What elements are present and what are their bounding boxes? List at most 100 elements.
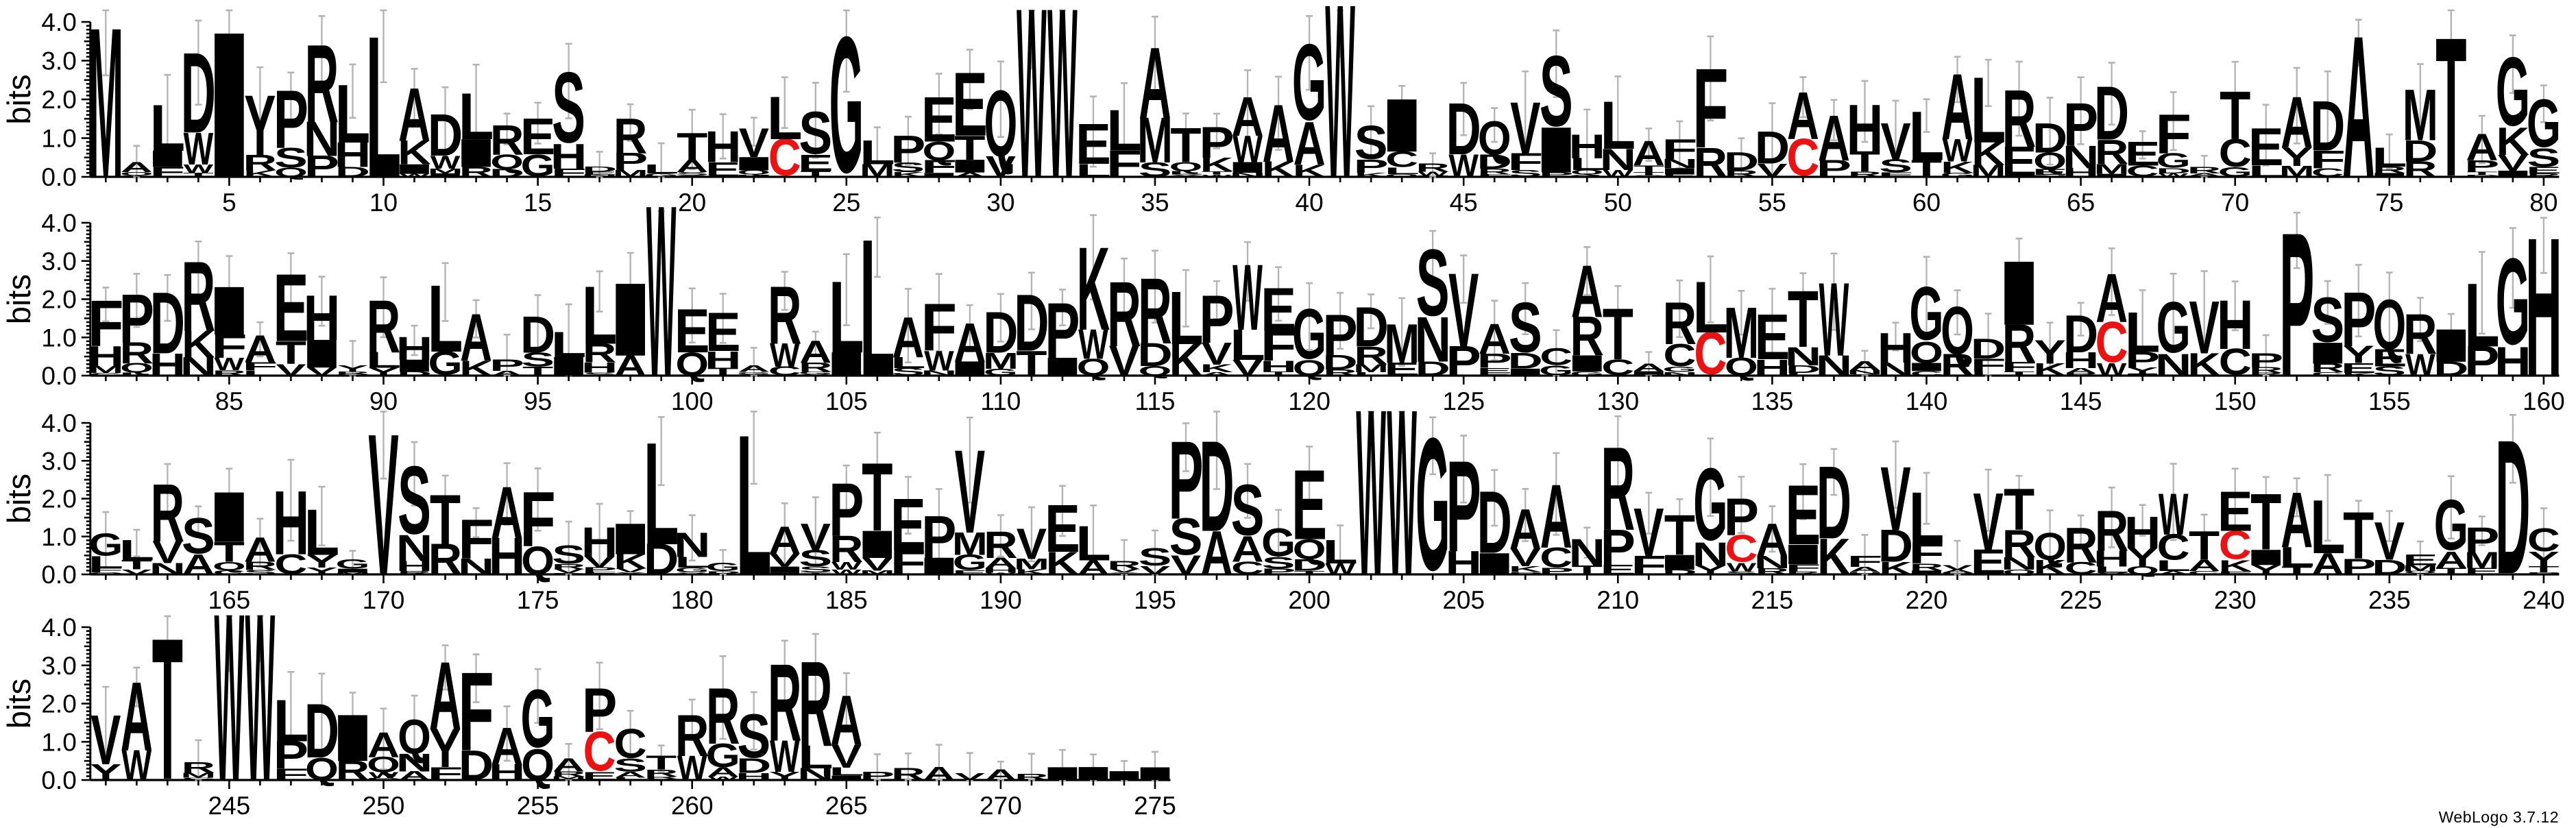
- svg-text:T: T: [1664, 503, 1695, 567]
- svg-text:100: 100: [671, 387, 714, 415]
- svg-text:P: P: [582, 674, 617, 745]
- svg-text:135: 135: [1751, 387, 1794, 415]
- svg-text:3.0: 3.0: [41, 47, 76, 75]
- svg-text:0.0: 0.0: [41, 362, 76, 390]
- svg-text:V: V: [1973, 476, 2003, 568]
- svg-text:30: 30: [986, 188, 1014, 217]
- svg-text:3.0: 3.0: [41, 447, 76, 475]
- svg-text:E: E: [1261, 275, 1296, 344]
- svg-text:D: D: [1199, 415, 1234, 559]
- svg-text:W: W: [1356, 361, 1386, 625]
- svg-text:Q: Q: [1478, 112, 1511, 165]
- svg-text:T: T: [1788, 273, 1819, 364]
- svg-text:S: S: [1540, 35, 1573, 148]
- svg-text:R: R: [706, 672, 740, 762]
- svg-text:R: R: [768, 642, 802, 765]
- svg-text:A: A: [429, 643, 461, 751]
- svg-text:F: F: [520, 477, 555, 564]
- svg-text:P: P: [921, 503, 956, 571]
- svg-text:W: W: [1017, 0, 1047, 229]
- svg-text:E: E: [2217, 479, 2253, 543]
- svg-text:R: R: [2064, 518, 2098, 574]
- svg-text:E: E: [921, 84, 957, 156]
- svg-text:D: D: [2495, 400, 2530, 615]
- svg-text:A: A: [953, 311, 986, 374]
- svg-text:bits: bits: [1, 474, 37, 524]
- svg-text:15: 15: [524, 188, 552, 217]
- svg-text:S: S: [737, 701, 770, 770]
- svg-text:210: 210: [1596, 586, 1639, 614]
- svg-text:4.0: 4.0: [41, 209, 76, 237]
- svg-text:2.0: 2.0: [41, 690, 76, 718]
- svg-text:85: 85: [215, 387, 243, 415]
- svg-text:2.0: 2.0: [41, 485, 76, 513]
- svg-text:F: F: [88, 287, 123, 360]
- svg-text:S: S: [1231, 470, 1265, 551]
- svg-text:55: 55: [1758, 188, 1786, 217]
- svg-text:215: 215: [1751, 586, 1794, 614]
- svg-text:A: A: [1139, 27, 1171, 140]
- svg-text:V: V: [1880, 448, 1910, 550]
- svg-text:245: 245: [208, 792, 251, 820]
- svg-text:L: L: [1909, 97, 1945, 175]
- svg-text:P: P: [2279, 191, 2314, 419]
- svg-text:1.0: 1.0: [41, 728, 76, 756]
- svg-text:Q: Q: [2372, 285, 2406, 365]
- svg-text:E: E: [952, 54, 988, 156]
- svg-text:G: G: [88, 527, 123, 563]
- svg-text:A: A: [2281, 476, 2313, 564]
- svg-text:G: G: [1292, 295, 1326, 374]
- svg-text:A: A: [768, 519, 801, 562]
- svg-text:G: G: [1261, 520, 1296, 565]
- svg-text:225: 225: [2060, 586, 2102, 614]
- svg-text:75: 75: [2375, 188, 2403, 217]
- svg-text:L: L: [2372, 143, 2407, 173]
- svg-text:D: D: [2094, 71, 2129, 156]
- svg-text:L: L: [767, 84, 803, 153]
- svg-text:A: A: [2342, 0, 2374, 221]
- svg-text:25: 25: [832, 188, 860, 217]
- svg-text:45: 45: [1450, 188, 1478, 217]
- svg-text:P: P: [2248, 349, 2283, 372]
- svg-text:G: G: [1909, 272, 1943, 356]
- svg-text:4.0: 4.0: [41, 8, 76, 36]
- svg-text:E: E: [2248, 118, 2284, 177]
- svg-text:S: S: [1509, 289, 1542, 367]
- svg-text:F: F: [458, 649, 494, 775]
- svg-text:S: S: [398, 446, 431, 554]
- svg-text:A: A: [367, 725, 400, 765]
- svg-text:bits: bits: [1, 74, 37, 124]
- svg-text:G: G: [2496, 38, 2530, 147]
- svg-text:10: 10: [369, 188, 398, 217]
- svg-text:L: L: [150, 92, 186, 165]
- svg-text:205: 205: [1442, 586, 1485, 614]
- svg-text:V: V: [1942, 563, 1973, 572]
- svg-text:L: L: [860, 133, 895, 171]
- svg-text:240: 240: [2523, 586, 2565, 614]
- svg-text:V: V: [739, 120, 769, 167]
- svg-text:4.0: 4.0: [41, 613, 76, 642]
- svg-text:G: G: [521, 672, 555, 765]
- svg-text:R: R: [1138, 258, 1172, 363]
- svg-text:H: H: [2124, 507, 2161, 557]
- svg-text:120: 120: [1288, 387, 1330, 415]
- svg-text:115: 115: [1134, 387, 1175, 415]
- svg-text:230: 230: [2214, 586, 2257, 614]
- svg-text:260: 260: [671, 792, 714, 820]
- svg-text:E: E: [705, 301, 741, 363]
- svg-text:W: W: [1819, 261, 1849, 378]
- svg-text:F: F: [1692, 45, 1728, 172]
- svg-text:D: D: [1724, 147, 1759, 176]
- svg-text:A: A: [1633, 362, 1665, 374]
- svg-text:bits: bits: [1, 274, 37, 324]
- svg-text:G: G: [1292, 21, 1326, 143]
- svg-text:C: C: [2527, 522, 2560, 559]
- svg-text:R: R: [768, 269, 802, 361]
- svg-text:L: L: [274, 687, 309, 754]
- svg-text:W: W: [1232, 244, 1263, 350]
- svg-text:S: S: [552, 51, 585, 164]
- svg-text:D: D: [2063, 304, 2098, 364]
- svg-text:N: N: [674, 526, 710, 565]
- svg-text:275: 275: [1134, 792, 1176, 820]
- svg-text:S: S: [552, 540, 585, 569]
